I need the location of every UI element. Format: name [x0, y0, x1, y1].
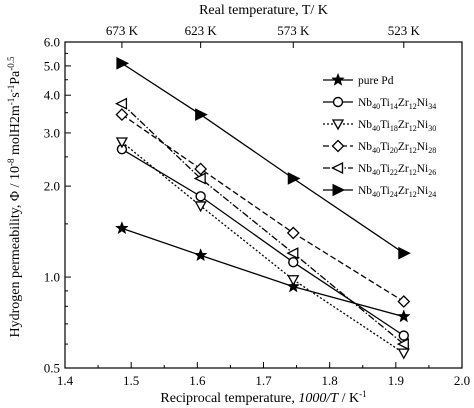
series-line: [121, 103, 405, 345]
legend-marker: [331, 72, 345, 86]
legend-marker: [331, 119, 345, 131]
series-line: [121, 227, 404, 318]
x-tick-label: 1.5: [123, 373, 139, 388]
y-tick-label: 4.0: [44, 88, 60, 103]
data-point: [194, 162, 208, 176]
data-point: [396, 338, 409, 351]
y-tick-label: 6.0: [44, 35, 60, 50]
legend-label: Nb40Ti22Zr12Ni26: [358, 163, 436, 177]
y-axis-title: Hydrogen permeability, Φ / 10-8 molH2m-1…: [6, 56, 23, 337]
data-point: [397, 348, 410, 360]
series-line: [121, 141, 405, 354]
y-tick-label: 1.0: [44, 270, 60, 285]
data-point: [397, 295, 411, 308]
y-tick-label: 0.5: [44, 361, 60, 376]
legend-label: pure Pd: [358, 75, 394, 87]
y-tick-label: 3.0: [44, 125, 60, 140]
data-point: [193, 172, 206, 185]
data-point: [398, 246, 411, 260]
legend: pure Pd Nb40Ti14Zr12Ni34 Nb40Ti18Zr12Ni30 N…: [323, 72, 436, 199]
x-axis-title: Reciprocal temperature, 1000/T / K-1: [160, 389, 366, 406]
data-point: [286, 247, 299, 260]
data-point: [286, 226, 300, 240]
x-tick-label: 1.6: [189, 373, 206, 388]
top-axis-tick-label: 673 K: [106, 23, 139, 38]
x-tick-label: 1.8: [322, 373, 338, 388]
series-line: [121, 62, 405, 254]
data-point: [116, 57, 130, 70]
legend-label: Nb40Ti18Zr12Ni30: [358, 119, 436, 133]
data-point: [398, 330, 409, 341]
data-point: [115, 221, 129, 235]
data-point: [195, 108, 208, 121]
top-axis-tick-label: 523 K: [388, 23, 421, 38]
x-tick-label: 1.4: [57, 373, 74, 388]
data-point: [287, 172, 301, 185]
top-axis-title: Real temperature, T/ K: [199, 3, 328, 18]
legend-marker: [331, 161, 344, 175]
data-point: [194, 201, 207, 213]
series-5-group: [116, 57, 411, 260]
top-axis-tick-label: 623 K: [185, 23, 218, 38]
series-3-group: [115, 108, 411, 308]
data-point: [287, 275, 300, 287]
legend-label: Nb40Ti14Zr12Ni34: [358, 97, 436, 111]
data-point: [193, 248, 208, 262]
data-point: [114, 97, 128, 110]
legend-marker: [331, 139, 345, 153]
series-line: [121, 148, 405, 337]
data-point: [115, 108, 129, 122]
legend-label: Nb40Ti20Zr12Ni28: [358, 141, 436, 155]
data-point: [115, 137, 129, 149]
series-2-group: [115, 137, 410, 360]
data-point: [288, 256, 299, 268]
top-axis-tick-label: 573 K: [277, 23, 310, 38]
data-point: [396, 309, 411, 323]
x-tick-label: 2.0: [454, 373, 470, 388]
y-tick-label: 5.0: [44, 58, 60, 73]
y-tick-label: 2.0: [44, 179, 60, 194]
x-tick-label: 1.7: [255, 373, 272, 388]
data-point: [195, 191, 206, 202]
legend-marker: [332, 183, 346, 197]
series-0-group: [115, 221, 411, 323]
x-tick-label: 1.9: [388, 373, 404, 388]
series-4-group: [114, 97, 409, 351]
legend-marker: [332, 96, 344, 108]
legend-label: Nb40Ti24Zr12Ni24: [358, 185, 436, 199]
